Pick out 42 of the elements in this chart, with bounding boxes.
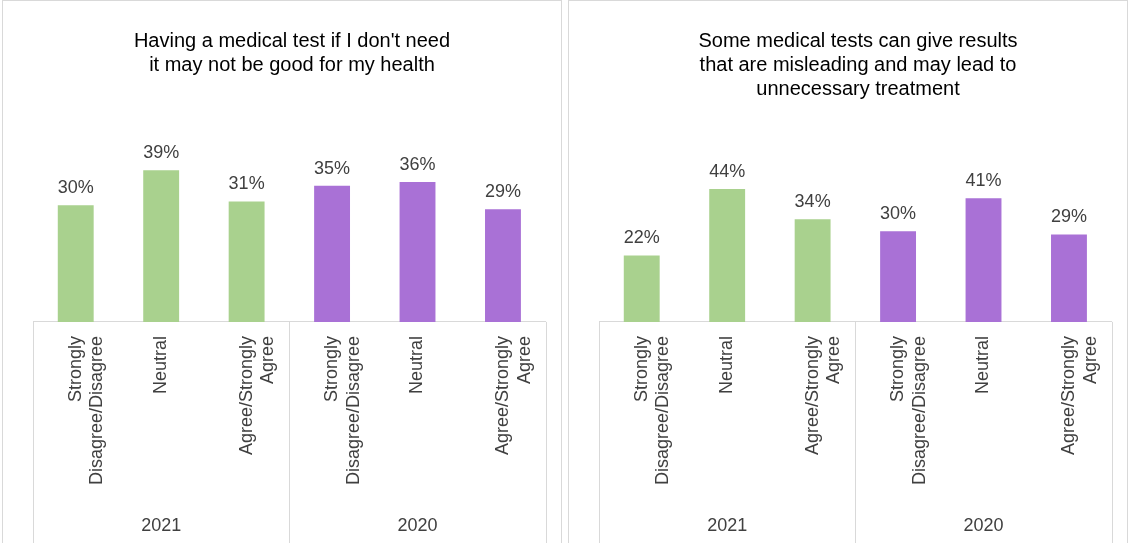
bar — [143, 170, 180, 322]
x-tick-label: Agree/Strongly Agree — [801, 335, 844, 456]
data-label: 31% — [228, 173, 265, 194]
data-label: 29% — [1050, 206, 1087, 227]
bar — [709, 189, 746, 322]
bar — [228, 201, 265, 322]
x-tick-label: Neutral — [716, 335, 737, 394]
data-label: 30% — [57, 177, 94, 198]
bar — [965, 198, 1002, 322]
text: 2020 — [963, 515, 1004, 535]
data-label: 41% — [965, 170, 1002, 191]
text: 2021 — [141, 515, 182, 535]
data-label: 22% — [623, 227, 660, 248]
x-tick-label: Agree/Strongly Agree — [1057, 335, 1100, 456]
data-label: 30% — [880, 203, 917, 224]
bar — [880, 231, 917, 322]
x-tick-label: Strongly Disagree/Disagree — [887, 335, 929, 486]
data-label: 29% — [484, 181, 521, 202]
text: 2020 — [397, 515, 438, 535]
data-label: 39% — [143, 142, 180, 163]
x-tick-label: Agree/Strongly Agree — [491, 335, 534, 456]
bar — [1051, 234, 1087, 322]
bar — [57, 205, 94, 322]
bar — [623, 255, 660, 322]
bar — [485, 209, 521, 322]
x-tick-label: Strongly Disagree/Disagree — [630, 335, 673, 486]
data-label: 44% — [709, 161, 746, 182]
bar — [399, 181, 436, 322]
data-label: 36% — [399, 153, 436, 174]
bar — [794, 219, 831, 322]
bar — [314, 185, 351, 322]
x-tick-label: Neutral — [972, 335, 993, 394]
x-tick-label: Strongly Disagree/Disagree — [321, 335, 363, 486]
x-tick-label: Neutral — [150, 335, 171, 394]
data-label: 35% — [314, 157, 351, 178]
x-tick-label: Strongly Disagree/Disagree — [64, 335, 107, 486]
x-tick-label: Agree/Strongly Agree — [235, 335, 278, 456]
x-tick-label: Neutral — [406, 335, 427, 394]
chart-title: Having a medical test if I don't need it may not be good for my health — [133, 28, 451, 75]
data-label: 34% — [794, 191, 831, 212]
chart-title: Some medical tests can give results that are misleading and may lead to unnecessary treatment — [698, 28, 1018, 99]
text: 2021 — [707, 515, 748, 535]
